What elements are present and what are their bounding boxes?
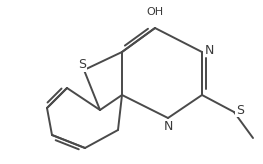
Text: N: N bbox=[163, 120, 173, 133]
Text: OH: OH bbox=[146, 7, 164, 17]
Text: N: N bbox=[205, 43, 214, 57]
Text: S: S bbox=[236, 103, 244, 116]
Text: S: S bbox=[78, 59, 86, 72]
